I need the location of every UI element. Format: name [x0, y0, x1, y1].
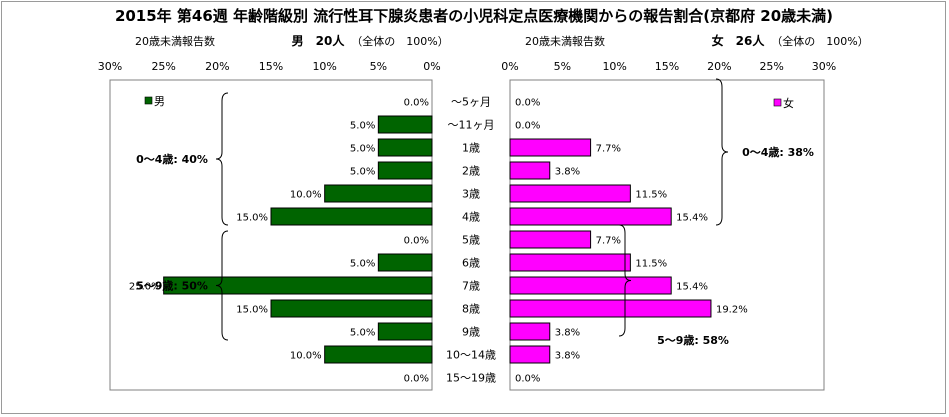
male-value-label: 25.0%: [129, 282, 161, 293]
male-bar: [377, 138, 433, 157]
female-value-label: 15.4%: [676, 282, 708, 293]
male-group-label: 0～4歳: 40%: [136, 152, 208, 166]
male-value-label: 15.0%: [236, 305, 268, 316]
category-label: 4歳: [462, 211, 480, 224]
male-value-label: 5.0%: [350, 121, 375, 132]
male-group-brace: [215, 92, 229, 226]
female-axis-tick-label: 30%: [812, 60, 836, 73]
female-bar: [509, 345, 551, 364]
female-bar: [509, 184, 631, 203]
male-header-total: 男 20人: [292, 33, 346, 48]
male-value-label: 15.0%: [236, 213, 268, 224]
female-bar: [509, 230, 592, 249]
male-value-label: 10.0%: [290, 351, 322, 362]
female-axis-tick-label: 10%: [602, 60, 626, 73]
female-value-label: 0.0%: [515, 374, 540, 385]
male-axis-tick-label: 25%: [151, 60, 175, 73]
male-header-note: （全体の 100%）: [351, 34, 448, 48]
male-group-brace: [215, 230, 229, 341]
female-bar: [509, 299, 712, 318]
male-value-label: 5.0%: [350, 259, 375, 270]
male-bar: [270, 207, 433, 226]
female-bar: [509, 161, 551, 180]
category-label: 3歳: [462, 188, 480, 201]
female-group-label: 0～4歳: 38%: [742, 145, 814, 159]
female-axis-tick-label: 25%: [759, 60, 783, 73]
category-label: 15～19歳: [446, 372, 496, 385]
female-bar: [509, 322, 551, 341]
female-bar: [509, 253, 631, 272]
male-bar: [324, 345, 433, 364]
category-label: 5歳: [462, 234, 480, 247]
male-header-left: 20歳未満報告数: [135, 35, 215, 48]
male-bar: [270, 299, 433, 318]
male-bar: [377, 115, 433, 134]
category-label: 10～14歳: [446, 349, 496, 362]
male-value-label: 10.0%: [290, 190, 322, 201]
female-axis-tick-label: 15%: [655, 60, 679, 73]
female-value-label: 0.0%: [515, 98, 540, 109]
male-plot-area: [109, 79, 433, 391]
category-label: 7歳: [462, 280, 480, 293]
male-axis-tick-label: 10%: [312, 60, 336, 73]
male-value-label: 0.0%: [404, 374, 429, 385]
female-header-total: 女 26人: [712, 33, 766, 48]
male-legend-label: 男: [154, 95, 165, 108]
category-label: 9歳: [462, 326, 480, 339]
female-axis-tick-label: 20%: [707, 60, 731, 73]
male-bar: [324, 184, 433, 203]
female-bar: [509, 207, 672, 226]
male-axis-tick-label: 5%: [370, 60, 387, 73]
category-label: ～11ヶ月: [448, 119, 495, 132]
female-value-label: 7.7%: [596, 236, 621, 247]
category-label: 6歳: [462, 257, 480, 270]
male-group-label: 5～9歳: 50%: [136, 279, 208, 293]
male-axis-tick-label: 30%: [98, 60, 122, 73]
category-label: 8歳: [462, 303, 480, 316]
female-value-label: 11.5%: [635, 259, 667, 270]
female-legend-label: 女: [783, 96, 794, 110]
female-value-label: 15.4%: [676, 213, 708, 224]
female-header-left: 20歳未満報告数: [525, 35, 605, 48]
male-value-label: 0.0%: [404, 236, 429, 247]
male-bar: [377, 322, 433, 341]
male-value-label: 5.0%: [350, 167, 375, 178]
female-value-label: 7.7%: [596, 144, 621, 155]
female-axis-tick-label: 0%: [501, 60, 518, 73]
male-bar: [163, 276, 433, 295]
female-value-label: 3.8%: [555, 328, 580, 339]
male-value-label: 0.0%: [404, 98, 429, 109]
female-value-label: 11.5%: [635, 190, 667, 201]
female-group-label: 5～9歳: 58%: [657, 333, 729, 347]
female-legend-swatch: [773, 98, 782, 107]
female-group-brace: [715, 78, 729, 226]
female-value-label: 3.8%: [555, 167, 580, 178]
male-legend-swatch: [144, 96, 153, 105]
chart-title: 2015年 第46週 年齢階級別 流行性耳下腺炎患者の小児科定点医療機関からの報…: [115, 7, 833, 25]
female-header-note: （全体の 100%）: [771, 34, 868, 48]
male-value-label: 5.0%: [350, 144, 375, 155]
category-label: ～5ヶ月: [451, 96, 491, 109]
female-value-label: 19.2%: [716, 305, 748, 316]
male-bar: [377, 253, 433, 272]
male-bar: [377, 161, 433, 180]
female-bar: [509, 276, 672, 295]
female-bar: [509, 138, 592, 157]
category-label: 1歳: [462, 142, 480, 155]
female-group-brace: [618, 224, 632, 337]
female-value-label: 3.8%: [555, 351, 580, 362]
male-value-label: 5.0%: [350, 328, 375, 339]
category-label: 2歳: [462, 165, 480, 178]
male-axis-tick-label: 20%: [205, 60, 229, 73]
female-value-label: 0.0%: [515, 121, 540, 132]
male-axis-tick-label: 0%: [423, 60, 440, 73]
male-axis-tick-label: 15%: [259, 60, 283, 73]
female-axis-tick-label: 5%: [554, 60, 571, 73]
